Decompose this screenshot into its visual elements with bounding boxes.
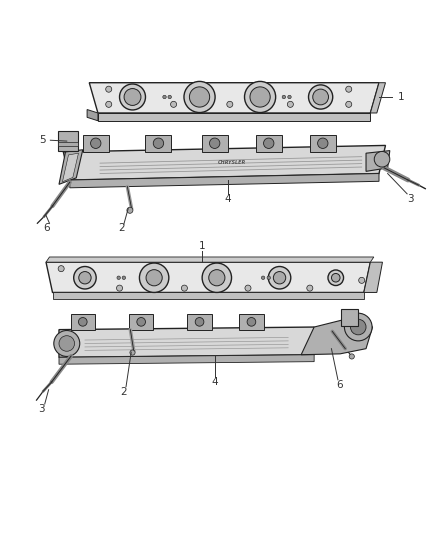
- Text: 6: 6: [336, 381, 343, 390]
- Circle shape: [307, 285, 313, 291]
- Circle shape: [124, 88, 141, 106]
- Circle shape: [267, 276, 270, 279]
- Polygon shape: [59, 355, 314, 364]
- Circle shape: [74, 266, 96, 289]
- Circle shape: [189, 87, 210, 107]
- Polygon shape: [366, 151, 390, 172]
- Text: 4: 4: [224, 195, 231, 205]
- Text: 1: 1: [397, 92, 404, 102]
- Polygon shape: [58, 142, 78, 146]
- Circle shape: [346, 86, 352, 92]
- Polygon shape: [58, 131, 78, 151]
- Text: 2: 2: [118, 223, 125, 233]
- Circle shape: [328, 270, 343, 286]
- Text: 3: 3: [407, 195, 413, 205]
- Circle shape: [195, 318, 204, 326]
- Polygon shape: [71, 314, 95, 329]
- Text: 3: 3: [39, 404, 45, 414]
- Circle shape: [245, 285, 251, 291]
- Circle shape: [170, 101, 177, 107]
- Polygon shape: [371, 83, 385, 113]
- Circle shape: [287, 101, 293, 107]
- Polygon shape: [301, 316, 372, 355]
- Circle shape: [139, 263, 169, 293]
- Text: 5: 5: [39, 135, 46, 145]
- Polygon shape: [364, 262, 382, 293]
- Circle shape: [127, 207, 133, 213]
- Circle shape: [54, 330, 80, 357]
- Polygon shape: [98, 113, 371, 121]
- Text: 1: 1: [198, 241, 205, 251]
- Circle shape: [202, 263, 232, 293]
- Polygon shape: [83, 135, 109, 152]
- Circle shape: [349, 354, 354, 359]
- Circle shape: [261, 276, 265, 279]
- Polygon shape: [256, 135, 282, 152]
- Circle shape: [58, 265, 64, 272]
- Text: CHRYSLER: CHRYSLER: [218, 160, 246, 165]
- Circle shape: [332, 273, 340, 282]
- Circle shape: [282, 95, 286, 99]
- Circle shape: [350, 319, 366, 335]
- Polygon shape: [129, 314, 153, 329]
- Circle shape: [122, 276, 126, 279]
- Polygon shape: [59, 150, 83, 184]
- Polygon shape: [187, 314, 212, 329]
- Polygon shape: [46, 257, 374, 262]
- Polygon shape: [63, 153, 78, 182]
- Text: 4: 4: [212, 377, 218, 387]
- Circle shape: [209, 138, 220, 149]
- Circle shape: [106, 86, 112, 92]
- Circle shape: [130, 350, 135, 355]
- Circle shape: [106, 101, 112, 107]
- Polygon shape: [89, 83, 379, 113]
- Circle shape: [153, 138, 164, 149]
- Circle shape: [117, 285, 123, 291]
- Circle shape: [308, 85, 333, 109]
- Circle shape: [209, 270, 225, 286]
- Polygon shape: [202, 135, 228, 152]
- Polygon shape: [64, 146, 385, 180]
- Polygon shape: [145, 135, 171, 152]
- Circle shape: [184, 82, 215, 112]
- Circle shape: [91, 138, 101, 149]
- Polygon shape: [70, 174, 379, 188]
- Circle shape: [250, 87, 270, 107]
- Text: 2: 2: [120, 387, 127, 397]
- Circle shape: [288, 95, 291, 99]
- Circle shape: [163, 95, 166, 99]
- Circle shape: [313, 89, 328, 105]
- Circle shape: [268, 266, 291, 289]
- Polygon shape: [53, 293, 364, 299]
- Circle shape: [181, 285, 187, 291]
- Circle shape: [344, 313, 372, 341]
- Circle shape: [359, 277, 365, 284]
- Circle shape: [264, 138, 274, 149]
- Polygon shape: [310, 135, 336, 152]
- Polygon shape: [239, 314, 264, 329]
- Polygon shape: [59, 327, 314, 357]
- Circle shape: [346, 101, 352, 107]
- Circle shape: [374, 151, 390, 167]
- Circle shape: [117, 276, 120, 279]
- Circle shape: [227, 101, 233, 107]
- Polygon shape: [87, 109, 98, 121]
- Circle shape: [244, 82, 276, 112]
- Circle shape: [318, 138, 328, 149]
- Circle shape: [137, 318, 145, 326]
- Polygon shape: [341, 309, 358, 326]
- Circle shape: [78, 318, 87, 326]
- Circle shape: [59, 336, 74, 351]
- Circle shape: [120, 84, 145, 110]
- Circle shape: [247, 318, 256, 326]
- Circle shape: [168, 95, 171, 99]
- Polygon shape: [46, 262, 371, 293]
- Circle shape: [79, 271, 91, 284]
- Circle shape: [146, 270, 162, 286]
- Text: 6: 6: [43, 223, 50, 233]
- Circle shape: [273, 271, 286, 284]
